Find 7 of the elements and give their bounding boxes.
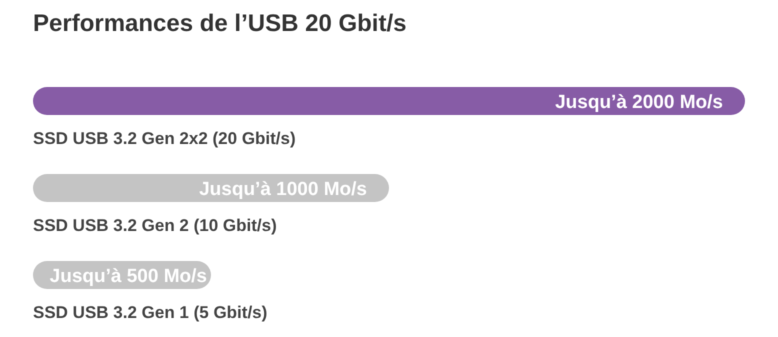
y-tick-label: SSD USB 3.2 Gen 2x2 (20 Gbit/s) (33, 129, 296, 148)
y-tick-label: SSD USB 3.2 Gen 1 (5 Gbit/s) (33, 303, 268, 322)
data-label: Jusqu’à 2000 Mo/s (555, 92, 723, 113)
data-label: Jusqu’à 500 Mo/s (50, 266, 207, 287)
chart-title: Performances de l’USB 20 Gbit/s (33, 10, 406, 38)
y-tick-label: SSD USB 3.2 Gen 2 (10 Gbit/s) (33, 216, 277, 235)
data-label: Jusqu’à 1000 Mo/s (199, 179, 367, 200)
